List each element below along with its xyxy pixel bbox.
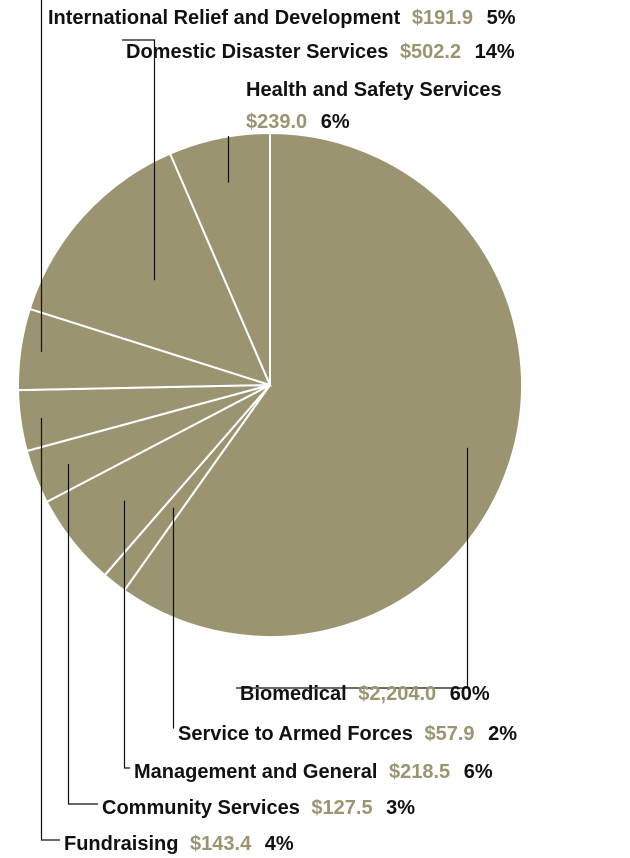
- label-name: Domestic Disaster Services: [126, 41, 388, 63]
- label-name: Health and Safety Services: [246, 79, 502, 101]
- label-management-general: Management and General $218.5 6%: [134, 761, 493, 783]
- label-percent: 4%: [265, 833, 294, 855]
- leader-biomedical: [236, 447, 469, 689]
- label-value: $191.9: [412, 7, 473, 29]
- label-name: Service to Armed Forces: [178, 723, 413, 745]
- label-value: $239.0: [246, 111, 307, 133]
- label-value: $218.5: [389, 761, 450, 783]
- slice-labels: International Relief and Development $19…: [48, 7, 517, 855]
- leader-lines: [40, 0, 469, 841]
- leader-fundraising: [40, 418, 60, 841]
- pie-slices: [17, 131, 523, 638]
- label-value: $143.4: [190, 833, 252, 855]
- label-armed-forces: Service to Armed Forces $57.9 2%: [178, 723, 517, 745]
- label-name: Community Services: [102, 797, 300, 819]
- label-percent: 60%: [450, 683, 490, 705]
- label-name: Fundraising: [64, 833, 178, 855]
- label-biomedical: Biomedical $2,204.0 60%: [240, 683, 490, 705]
- label-percent: 5%: [487, 7, 516, 29]
- label-percent: 14%: [475, 41, 515, 63]
- label-percent: 3%: [386, 797, 415, 819]
- label-value: $57.9: [424, 723, 474, 745]
- slice-biomedical: [122, 131, 523, 638]
- label-health-safety-amount: $239.0 6%: [246, 111, 350, 133]
- label-percent: 6%: [321, 111, 350, 133]
- leader-domestic-disaster-services: [122, 39, 156, 281]
- slice-domestic-disaster-services: [28, 152, 272, 387]
- label-fundraising: Fundraising $143.4 4%: [64, 833, 294, 855]
- label-name: Management and General: [134, 761, 377, 783]
- leader-community-services: [67, 464, 98, 805]
- label-value: $127.5: [311, 797, 372, 819]
- label-domestic-disaster: Domestic Disaster Services $502.2 14%: [126, 41, 515, 63]
- leader-management-and-general: [123, 500, 130, 769]
- label-name: International Relief and Development: [48, 7, 401, 29]
- label-value: $2,204.0: [358, 683, 436, 705]
- label-percent: 6%: [464, 761, 493, 783]
- label-value: $502.2: [400, 41, 461, 63]
- leader-service-to-armed-forces: [172, 507, 175, 729]
- label-name: Biomedical: [240, 683, 347, 705]
- label-international-relief: International Relief and Development $19…: [48, 7, 516, 29]
- slice-health-and-safety-services: [168, 131, 271, 386]
- label-health-safety: Health and Safety Services: [246, 79, 502, 101]
- label-community-services: Community Services $127.5 3%: [102, 797, 415, 819]
- label-percent: 2%: [488, 723, 517, 745]
